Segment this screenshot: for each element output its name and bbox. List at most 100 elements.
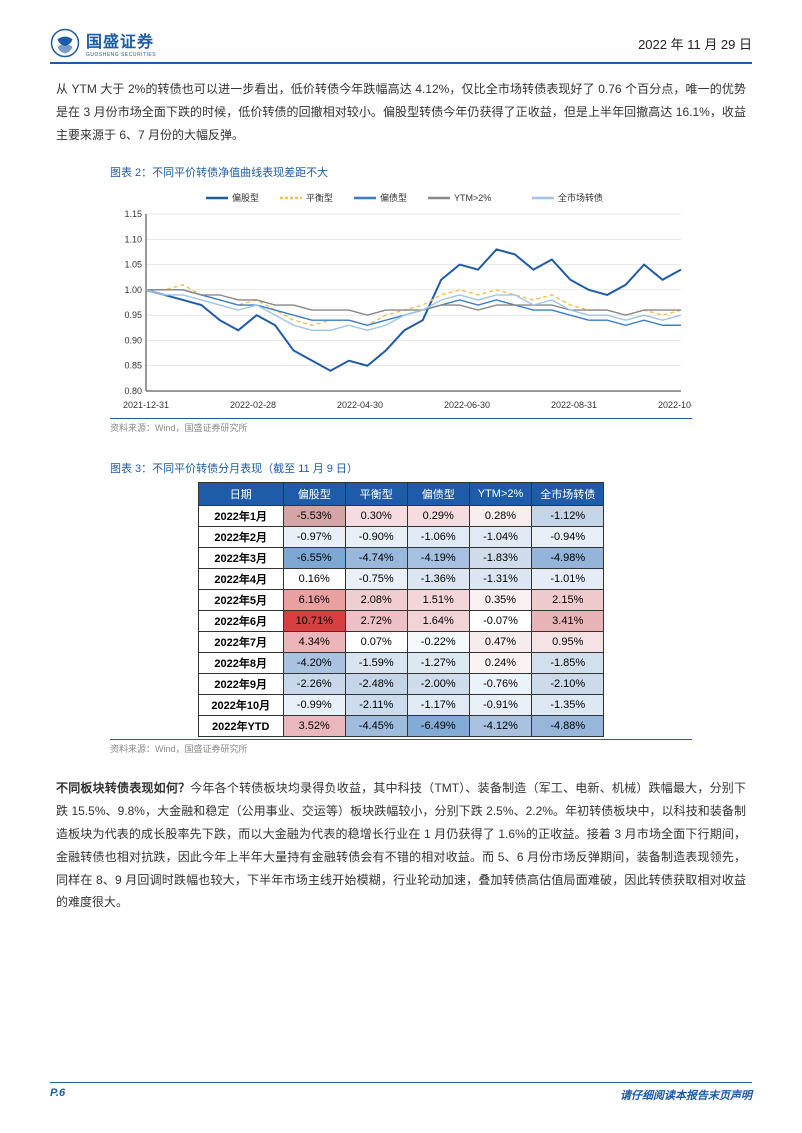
table-header: 偏债型 bbox=[407, 483, 469, 506]
table-cell: -1.04% bbox=[469, 527, 532, 548]
table-row: 2022年3月-6.55%-4.74%-4.19%-1.83%-4.98% bbox=[198, 548, 604, 569]
table-cell: -4.88% bbox=[532, 716, 604, 737]
table-cell-date: 2022年9月 bbox=[198, 674, 283, 695]
footer-disclaimer: 请仔细阅读本报告末页声明 bbox=[620, 1087, 752, 1103]
table-row: 2022年6月10.71%2.72%1.64%-0.07%3.41% bbox=[198, 611, 604, 632]
table-row: 2022年8月-4.20%-1.59%-1.27%0.24%-1.85% bbox=[198, 653, 604, 674]
table-cell: 0.24% bbox=[469, 653, 532, 674]
table-cell: -5.53% bbox=[283, 506, 345, 527]
figure2-caption: 图表 2：不同平价转债净值曲线表现差距不大 bbox=[50, 164, 752, 180]
svg-text:2021-12-31: 2021-12-31 bbox=[123, 400, 169, 410]
company-name-cn: 国盛证券 bbox=[86, 28, 156, 52]
table-cell: -1.01% bbox=[532, 569, 604, 590]
table-cell: 0.28% bbox=[469, 506, 532, 527]
svg-text:全市场转债: 全市场转债 bbox=[558, 192, 603, 203]
table-row: 2022年10月-0.99%-2.11%-1.17%-0.91%-1.35% bbox=[198, 695, 604, 716]
table-cell: -0.22% bbox=[407, 632, 469, 653]
table-cell: -1.83% bbox=[469, 548, 532, 569]
table-cell: -6.49% bbox=[407, 716, 469, 737]
table-cell: 4.34% bbox=[283, 632, 345, 653]
table-header: YTM>2% bbox=[469, 483, 532, 506]
table-cell-date: 2022年1月 bbox=[198, 506, 283, 527]
table-cell-date: 2022年6月 bbox=[198, 611, 283, 632]
table-row: 2022年5月6.16%2.08%1.51%0.35%2.15% bbox=[198, 590, 604, 611]
report-date: 2022 年 11 月 29 日 bbox=[638, 34, 752, 53]
table-cell: 1.51% bbox=[407, 590, 469, 611]
table-cell: -2.11% bbox=[345, 695, 407, 716]
svg-text:0.90: 0.90 bbox=[124, 336, 142, 346]
page-footer: P.6 请仔细阅读本报告末页声明 bbox=[50, 1082, 752, 1103]
svg-text:2022-10-31: 2022-10-31 bbox=[658, 400, 692, 410]
table-cell: 0.47% bbox=[469, 632, 532, 653]
table-cell: 6.16% bbox=[283, 590, 345, 611]
table-cell: -4.12% bbox=[469, 716, 532, 737]
table-header: 平衡型 bbox=[345, 483, 407, 506]
table-cell: -1.17% bbox=[407, 695, 469, 716]
figure2-chart: 0.800.850.900.951.001.051.101.152021-12-… bbox=[110, 186, 692, 416]
figure3-source: 资料来源：Wind，国盛证券研究所 bbox=[110, 739, 692, 755]
table-cell-date: 2022年7月 bbox=[198, 632, 283, 653]
table-row: 2022年2月-0.97%-0.90%-1.06%-1.04%-0.94% bbox=[198, 527, 604, 548]
table-row: 2022年4月0.16%-0.75%-1.36%-1.31%-1.01% bbox=[198, 569, 604, 590]
table-cell: 0.29% bbox=[407, 506, 469, 527]
svg-text:1.15: 1.15 bbox=[124, 209, 142, 219]
table-cell: -1.36% bbox=[407, 569, 469, 590]
table-cell: -4.19% bbox=[407, 548, 469, 569]
table-cell: -1.85% bbox=[532, 653, 604, 674]
svg-text:0.80: 0.80 bbox=[124, 386, 142, 396]
table-cell: -1.27% bbox=[407, 653, 469, 674]
svg-text:2022-02-28: 2022-02-28 bbox=[230, 400, 276, 410]
table-cell: -1.12% bbox=[532, 506, 604, 527]
table-cell: -2.48% bbox=[345, 674, 407, 695]
table-cell-date: 2022年5月 bbox=[198, 590, 283, 611]
svg-text:1.00: 1.00 bbox=[124, 285, 142, 295]
table-cell: -1.35% bbox=[532, 695, 604, 716]
table-cell: -1.06% bbox=[407, 527, 469, 548]
table-cell-date: 2022年4月 bbox=[198, 569, 283, 590]
figure2-source: 资料来源：Wind，国盛证券研究所 bbox=[110, 418, 692, 434]
table-cell: -4.20% bbox=[283, 653, 345, 674]
table-cell: 2.08% bbox=[345, 590, 407, 611]
svg-text:平衡型: 平衡型 bbox=[306, 192, 333, 203]
paragraph-2-bold: 不同板块转债表现如何？ bbox=[56, 781, 190, 795]
table-cell: -6.55% bbox=[283, 548, 345, 569]
svg-text:0.95: 0.95 bbox=[124, 311, 142, 321]
table-cell: -0.07% bbox=[469, 611, 532, 632]
table-cell: -2.10% bbox=[532, 674, 604, 695]
table-cell: -4.45% bbox=[345, 716, 407, 737]
table-cell-date: 2022年2月 bbox=[198, 527, 283, 548]
table-cell: 3.41% bbox=[532, 611, 604, 632]
table-cell: -2.26% bbox=[283, 674, 345, 695]
chart-svg: 0.800.850.900.951.001.051.101.152021-12-… bbox=[110, 186, 692, 416]
svg-text:1.05: 1.05 bbox=[124, 260, 142, 270]
table-cell: 0.35% bbox=[469, 590, 532, 611]
svg-text:0.85: 0.85 bbox=[124, 361, 142, 371]
table-cell: -2.00% bbox=[407, 674, 469, 695]
paragraph-2-body: 今年各个转债板块均录得负收益，其中科技（TMT）、装备制造（军工、电新、机械）跌… bbox=[56, 781, 746, 909]
table-cell: 2.15% bbox=[532, 590, 604, 611]
table-header: 偏股型 bbox=[283, 483, 345, 506]
table-header: 日期 bbox=[198, 483, 283, 506]
page-number: P.6 bbox=[50, 1087, 65, 1103]
company-logo-icon bbox=[50, 28, 80, 58]
table-cell: -0.94% bbox=[532, 527, 604, 548]
table-cell: 0.07% bbox=[345, 632, 407, 653]
table-cell: -4.98% bbox=[532, 548, 604, 569]
svg-text:2022-06-30: 2022-06-30 bbox=[444, 400, 490, 410]
table-cell: 3.52% bbox=[283, 716, 345, 737]
table-cell: 10.71% bbox=[283, 611, 345, 632]
logo-text: 国盛证券 GUOSHENG SECURITIES bbox=[86, 28, 156, 58]
figure3-caption: 图表 3：不同平价转债分月表现（截至 11 月 9 日） bbox=[50, 460, 752, 476]
table-cell: -1.31% bbox=[469, 569, 532, 590]
table-cell: 0.30% bbox=[345, 506, 407, 527]
table-cell: -4.74% bbox=[345, 548, 407, 569]
table-cell: -0.99% bbox=[283, 695, 345, 716]
table-row: 2022年1月-5.53%0.30%0.29%0.28%-1.12% bbox=[198, 506, 604, 527]
table-cell: -0.91% bbox=[469, 695, 532, 716]
table-cell-date: 2022年8月 bbox=[198, 653, 283, 674]
table-row: 2022年9月-2.26%-2.48%-2.00%-0.76%-2.10% bbox=[198, 674, 604, 695]
table-cell: -0.75% bbox=[345, 569, 407, 590]
table-cell-date: 2022年10月 bbox=[198, 695, 283, 716]
table-cell: -0.97% bbox=[283, 527, 345, 548]
table-cell: -1.59% bbox=[345, 653, 407, 674]
